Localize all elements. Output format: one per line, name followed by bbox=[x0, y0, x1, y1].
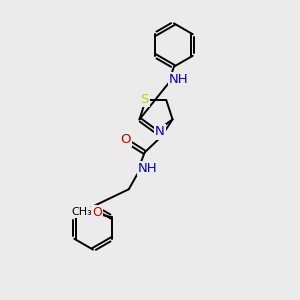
Text: NH: NH bbox=[138, 162, 158, 175]
Text: NH: NH bbox=[169, 73, 189, 86]
Text: O: O bbox=[121, 133, 131, 146]
Text: N: N bbox=[155, 125, 164, 139]
Text: O: O bbox=[92, 206, 102, 219]
Text: S: S bbox=[140, 93, 149, 106]
Text: CH₃: CH₃ bbox=[72, 207, 92, 218]
